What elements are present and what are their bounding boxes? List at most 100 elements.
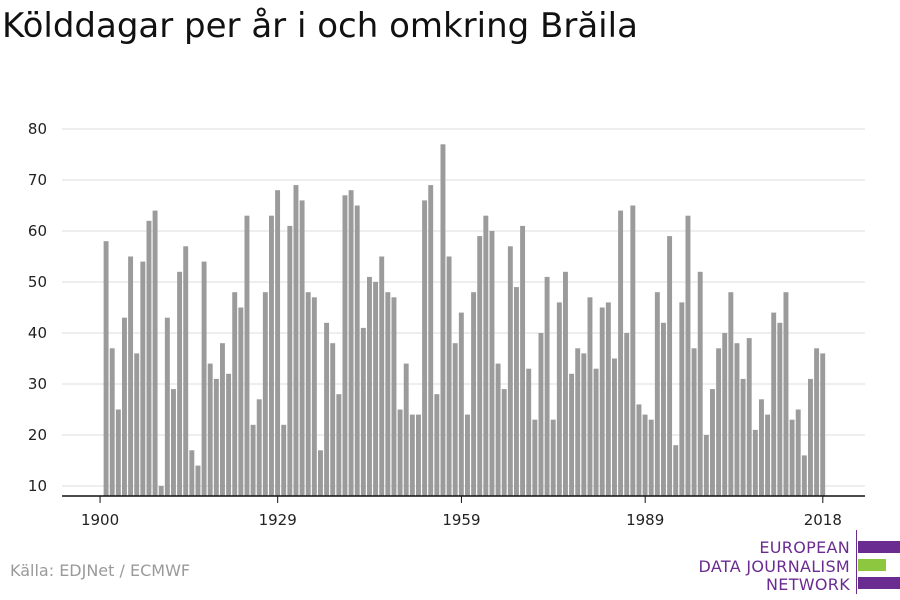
bar-1940 [342, 195, 348, 497]
bar-1903 [115, 409, 121, 496]
bar-1926 [256, 399, 262, 496]
bar-1914 [183, 246, 189, 496]
bar-1967 [507, 246, 513, 496]
bar-1962 [477, 236, 483, 496]
bar-1952 [416, 414, 421, 496]
bar-1968 [514, 287, 519, 496]
bar-2010 [771, 312, 777, 496]
bar-1995 [679, 302, 685, 496]
bar-1963 [483, 215, 489, 496]
y-tick-label: 10 [28, 477, 47, 495]
logo-bar-green [858, 559, 886, 571]
y-tick-label: 20 [28, 426, 47, 444]
bar-1972 [538, 333, 544, 496]
bar-1989 [642, 414, 648, 496]
axes: 10 20 30 40 50 60 70 80 1900 1929 1959 1989 2018 [28, 120, 865, 529]
bar-1946 [379, 256, 385, 496]
bar-1945 [373, 282, 379, 496]
bar-1908 [146, 220, 152, 497]
bar-1906 [134, 353, 140, 496]
bar-1938 [330, 343, 336, 496]
bar-1984 [612, 358, 617, 496]
bar-1944 [367, 276, 372, 496]
bar-1928 [269, 215, 274, 496]
bar-2004 [734, 343, 740, 496]
bar-1917 [201, 261, 207, 496]
bar-1999 [703, 435, 709, 496]
bar-1937 [324, 322, 330, 496]
bar-1924 [244, 215, 250, 496]
bar-1974 [550, 419, 556, 496]
bar-1930 [281, 424, 287, 496]
bar-2018 [820, 353, 826, 496]
bar-1977 [569, 373, 575, 496]
bar-1931 [287, 225, 293, 496]
logo-bar-purple-bottom [858, 577, 900, 589]
bar-1927 [262, 292, 268, 496]
bar-2001 [716, 348, 722, 496]
bar-1986 [624, 333, 630, 496]
bar-1953 [422, 200, 428, 496]
bar-1934 [305, 292, 311, 496]
bar-1920 [220, 343, 225, 496]
bar-1987 [630, 205, 636, 496]
bar-1909 [152, 210, 158, 496]
y-tick-label: 30 [28, 375, 47, 393]
y-tick-label: 60 [28, 222, 47, 240]
bar-1955 [434, 394, 440, 496]
bar-2000 [710, 389, 715, 496]
bar-1985 [618, 210, 624, 496]
bar-1950 [403, 363, 409, 496]
bar-1948 [391, 297, 397, 496]
bar-1992 [661, 322, 666, 496]
x-tick-label: 1900 [81, 511, 119, 529]
bar-1960 [465, 414, 470, 496]
bar-1907 [140, 261, 146, 496]
bar-2003 [728, 292, 734, 496]
bar-1915 [189, 450, 195, 496]
bar-1954 [428, 185, 434, 496]
bar-1933 [299, 200, 305, 496]
bar-1956 [440, 144, 446, 497]
bar-1901 [103, 241, 109, 496]
bar-1941 [348, 190, 354, 496]
bar-1978 [575, 348, 581, 496]
x-tick-label: 1989 [626, 511, 664, 529]
bar-1919 [213, 378, 219, 496]
bar-1912 [171, 389, 176, 496]
bar-2016 [808, 378, 813, 496]
bar-1925 [250, 424, 256, 496]
bar-1905 [128, 256, 134, 496]
bar-1918 [207, 363, 213, 496]
bar-1975 [556, 302, 562, 496]
bar-1929 [275, 190, 281, 496]
bar-1993 [667, 236, 673, 496]
y-tick-label: 50 [28, 273, 47, 291]
bar-1965 [495, 363, 501, 496]
bar-2005 [740, 378, 746, 496]
bar-2009 [765, 414, 771, 496]
logo-line-1: EUROPEAN [759, 538, 850, 557]
bar-1923 [238, 307, 244, 496]
bar-1973 [544, 276, 550, 496]
x-tick-label: 1929 [259, 511, 297, 529]
y-tick-label: 40 [28, 324, 47, 342]
bar-2006 [746, 338, 752, 496]
bar-1979 [581, 353, 587, 496]
bar-2002 [722, 333, 728, 496]
bar-2011 [777, 322, 783, 496]
bars [103, 144, 826, 497]
bar-2015 [801, 455, 807, 496]
bar-1996 [685, 215, 691, 496]
chart-title: Kölddagar per år i och omkring Brăila [2, 6, 638, 46]
bar-1947 [385, 292, 391, 496]
bar-1958 [452, 343, 458, 496]
source-note: Källa: EDJNet / ECMWF [10, 561, 191, 580]
bar-1964 [489, 231, 495, 496]
bar-1921 [226, 373, 232, 496]
bar-1936 [318, 450, 323, 496]
bar-1988 [636, 404, 642, 496]
bar-1957 [446, 256, 452, 496]
bar-1981 [593, 368, 599, 496]
